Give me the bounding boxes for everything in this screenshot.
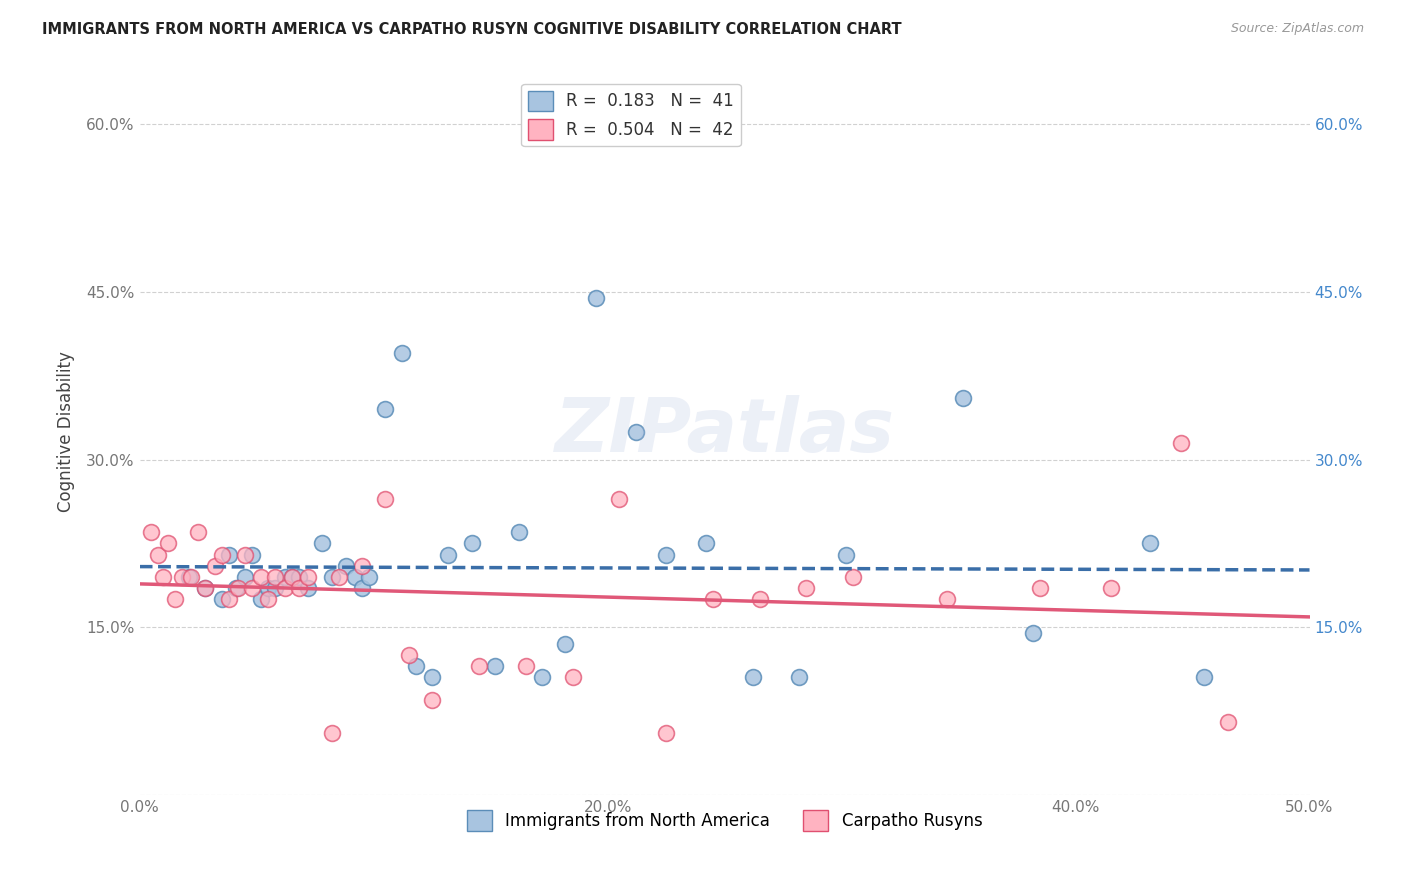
Point xyxy=(335,558,357,573)
Point xyxy=(180,570,202,584)
Point xyxy=(194,581,217,595)
Point xyxy=(835,548,858,562)
Point xyxy=(1029,581,1052,595)
Point xyxy=(374,402,396,417)
Point xyxy=(218,548,240,562)
Point xyxy=(655,548,678,562)
Point xyxy=(1192,670,1215,684)
Text: ZIPatlas: ZIPatlas xyxy=(554,395,894,468)
Text: IMMIGRANTS FROM NORTH AMERICA VS CARPATHO RUSYN COGNITIVE DISABILITY CORRELATION: IMMIGRANTS FROM NORTH AMERICA VS CARPATH… xyxy=(42,22,901,37)
Point xyxy=(935,592,957,607)
Point xyxy=(508,525,530,540)
Point xyxy=(461,536,484,550)
Point xyxy=(1139,536,1161,550)
Point xyxy=(1216,715,1239,730)
Legend: R =  0.183   N =  41, R =  0.504   N =  42: R = 0.183 N = 41, R = 0.504 N = 42 xyxy=(522,84,741,146)
Text: Source: ZipAtlas.com: Source: ZipAtlas.com xyxy=(1230,22,1364,36)
Point xyxy=(218,592,240,607)
Point xyxy=(343,570,366,584)
Point xyxy=(170,570,193,584)
Point xyxy=(1170,435,1192,450)
Point xyxy=(561,670,583,684)
Point xyxy=(287,581,309,595)
Point xyxy=(240,548,263,562)
Point xyxy=(280,570,302,584)
Point xyxy=(702,592,724,607)
Point xyxy=(1099,581,1122,595)
Point xyxy=(287,570,309,584)
Point xyxy=(350,581,373,595)
Point xyxy=(274,570,297,584)
Point xyxy=(240,581,263,595)
Point xyxy=(264,581,287,595)
Point xyxy=(842,570,865,584)
Point xyxy=(257,581,280,595)
Point xyxy=(420,670,443,684)
Y-axis label: Cognitive Disability: Cognitive Disability xyxy=(58,351,75,512)
Point xyxy=(405,659,427,673)
Point xyxy=(152,570,174,584)
Point xyxy=(297,581,319,595)
Point xyxy=(211,592,233,607)
Point xyxy=(148,548,170,562)
Point xyxy=(554,637,576,651)
Point xyxy=(741,670,763,684)
Point xyxy=(357,570,380,584)
Point xyxy=(177,570,200,584)
Point xyxy=(695,536,717,550)
Point xyxy=(163,592,186,607)
Point xyxy=(328,570,350,584)
Point xyxy=(297,570,319,584)
Point xyxy=(748,592,770,607)
Point xyxy=(264,570,287,584)
Point xyxy=(187,525,209,540)
Point xyxy=(624,425,647,439)
Point xyxy=(211,548,233,562)
Point xyxy=(257,592,280,607)
Point xyxy=(531,670,554,684)
Point xyxy=(194,581,217,595)
Point xyxy=(311,536,333,550)
Point xyxy=(952,391,974,405)
Point xyxy=(796,581,818,595)
Point xyxy=(391,346,413,360)
Point xyxy=(484,659,506,673)
Point xyxy=(515,659,537,673)
Point xyxy=(274,581,297,595)
Point xyxy=(321,570,343,584)
Point xyxy=(350,558,373,573)
Point xyxy=(233,570,256,584)
Point xyxy=(420,692,443,706)
Point xyxy=(156,536,179,550)
Point xyxy=(437,548,460,562)
Point xyxy=(468,659,491,673)
Point xyxy=(398,648,420,662)
Point xyxy=(321,726,343,740)
Point xyxy=(280,570,302,584)
Point xyxy=(250,592,273,607)
Point xyxy=(141,525,163,540)
Point xyxy=(225,581,247,595)
Point xyxy=(585,291,607,305)
Point xyxy=(1022,625,1045,640)
Point xyxy=(233,548,256,562)
Point xyxy=(655,726,678,740)
Point xyxy=(226,581,249,595)
Point xyxy=(250,570,273,584)
Point xyxy=(789,670,811,684)
Point xyxy=(204,558,226,573)
Point xyxy=(607,491,630,506)
Point xyxy=(374,491,396,506)
